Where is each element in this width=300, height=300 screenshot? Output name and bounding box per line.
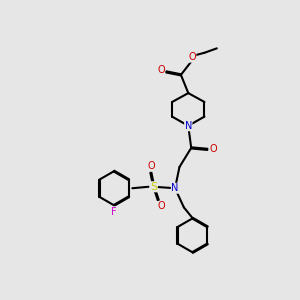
Text: O: O bbox=[157, 65, 165, 75]
Text: O: O bbox=[158, 202, 165, 212]
Text: O: O bbox=[209, 144, 217, 154]
Text: O: O bbox=[147, 161, 155, 171]
Text: N: N bbox=[171, 183, 179, 193]
Text: O: O bbox=[188, 52, 196, 62]
Text: S: S bbox=[150, 182, 158, 192]
Text: N: N bbox=[184, 121, 192, 131]
Text: F: F bbox=[111, 207, 117, 217]
